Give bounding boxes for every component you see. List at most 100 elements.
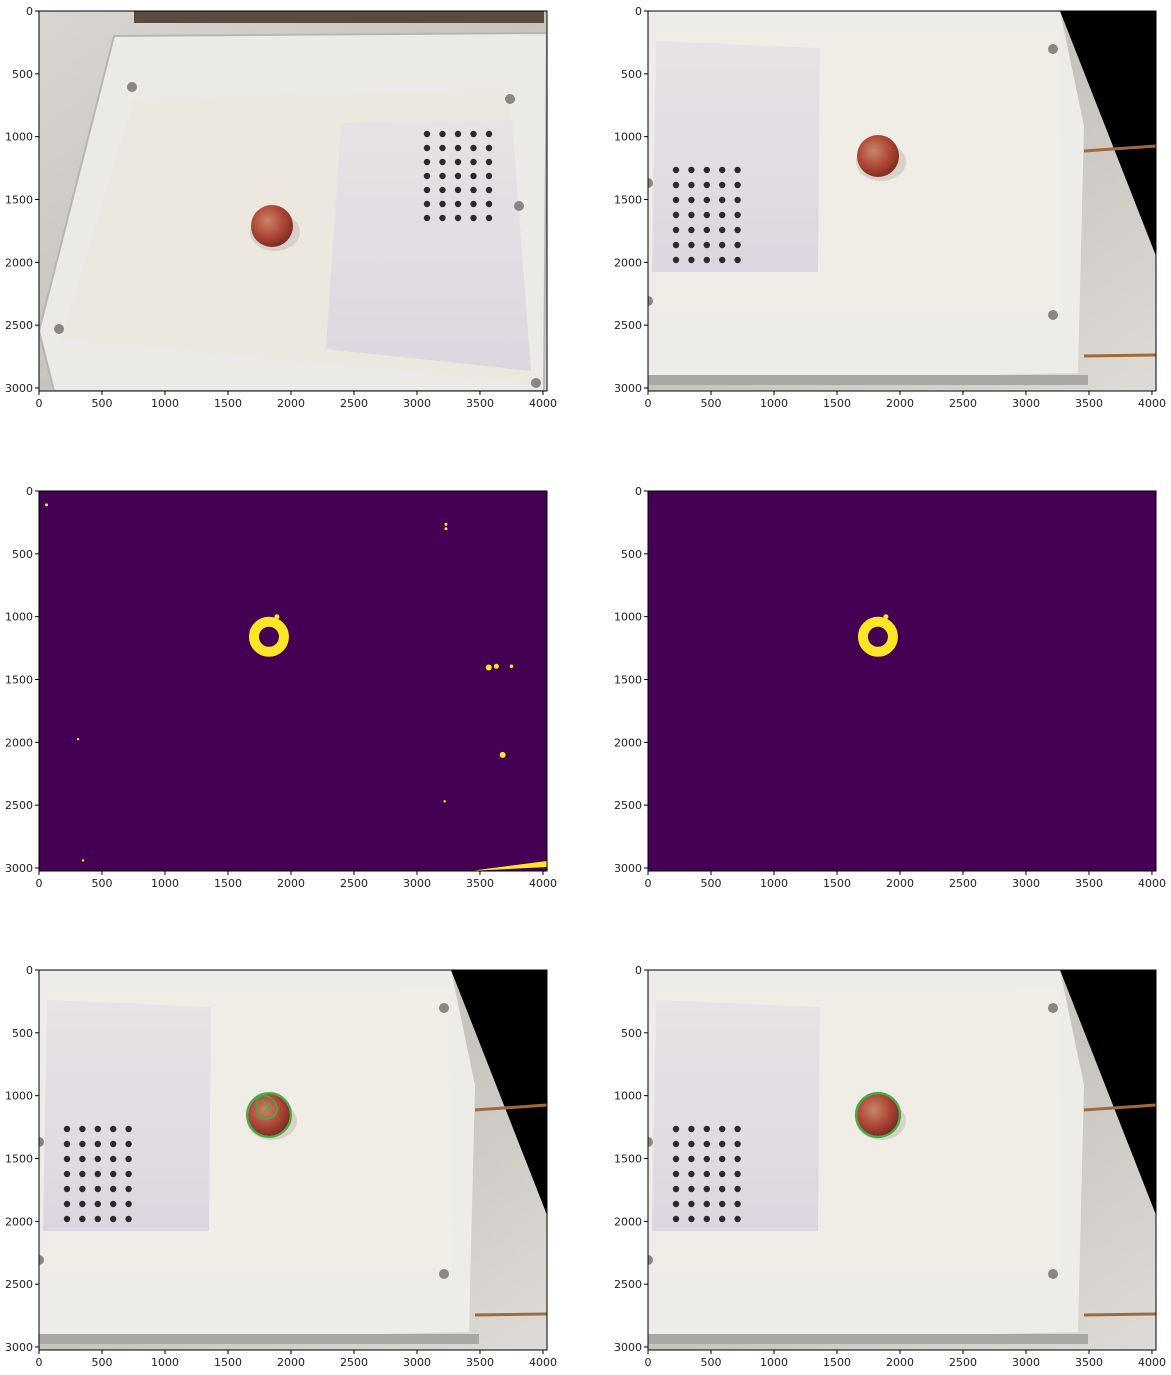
calibration-dot [454,172,462,180]
mask-speck [45,503,49,507]
backdrop [134,11,544,23]
y-tick-label: 3000 [614,1341,642,1354]
x-tick-label: 0 [645,1356,652,1369]
corner-screw [439,1003,449,1013]
calibration-dot [485,186,493,194]
calibration-dot [734,1215,741,1223]
calibration-dot [719,1185,726,1193]
calibration-dot [734,1200,741,1208]
calibration-dot [703,211,710,219]
calibration-dot [94,1200,101,1208]
calibration-dot [94,1125,101,1133]
calibration-dot [63,1170,71,1178]
calibration-dot [719,256,726,264]
y-tick-label: 1500 [614,673,642,686]
calibration-dot [672,181,680,189]
calibration-dot [454,214,462,222]
apple [248,1094,290,1136]
corner-screw [648,178,653,188]
x-tick-label: 2000 [886,397,914,410]
y-tick-label: 0 [26,964,33,977]
calibration-dot [470,186,477,194]
y-tick-label: 500 [12,548,33,561]
panel-original-photo: 0 500 1000 1500 2000 2500 3000 3500 4000 0 500 1000… [5,5,557,410]
marble-vein [1083,1312,1156,1317]
calibration-dot [485,172,493,180]
calibration-dot [734,181,741,189]
x-tick-label: 1500 [214,877,242,890]
y-tick-label: 0 [26,5,33,18]
calibration-dot [125,1155,132,1163]
panel-noisy-contours: 0 500 1000 1500 2000 2500 3000 3500 4000 0 500 1000… [5,964,557,1369]
x-tick-label: 3500 [1075,397,1103,410]
calibration-dot [734,1170,741,1178]
calibration-dot [734,196,741,204]
calibration-dot [125,1215,132,1223]
y-tick-label: 1000 [614,1090,642,1103]
y-tick-label: 2000 [5,256,33,269]
corner-screw [531,378,541,388]
y-tick-label: 2000 [614,736,642,749]
calibration-dot [110,1215,117,1223]
calibration-dot [672,196,680,204]
panel-final-contour: 0 500 1000 1500 2000 2500 3000 3500 4000 0 500 1000… [614,964,1166,1369]
calibration-dot [125,1125,132,1133]
calibration-dot [688,1170,695,1178]
y-tick-label: 1000 [614,131,642,144]
x-tick-label: 2500 [340,877,368,890]
calibration-dot [63,1155,71,1163]
axes-frame [38,969,548,1351]
y-tick-label: 3000 [5,862,33,875]
calibration-dot [672,1140,680,1148]
marble-vein [1083,144,1156,153]
calibration-dot [719,211,726,219]
calibration-dot [672,211,680,219]
x-tick-label: 0 [645,877,652,890]
corner-screw [1048,1003,1058,1013]
calibration-dot [688,256,695,264]
x-tick-label: 0 [36,397,43,410]
panel-raw-mask: 0 500 1000 1500 2000 2500 3000 3500 4000 0 500 1000… [5,485,557,890]
x-tick-label: 500 [91,877,112,890]
y-tick-label: 2500 [5,1278,33,1291]
x-tick-label: 1500 [823,877,851,890]
x-tick-label: 3000 [1012,397,1040,410]
calibration-dot [703,166,710,174]
calibration-dot [688,1140,695,1148]
calibration-dot [688,196,695,204]
mask-speck [81,859,85,862]
calibration-dot [719,196,726,204]
calibration-dot [719,241,726,249]
axes-frame [647,10,1157,392]
calibration-dot [439,130,446,138]
y-tick-label: 2000 [5,1215,33,1228]
x-tick-label: 3500 [466,877,494,890]
x-tick-label: 500 [91,1356,112,1369]
apple-contour [246,1092,292,1138]
corner-screw [54,324,64,334]
x-tick-label: 4000 [1138,1356,1166,1369]
apple [251,205,293,247]
calibration-dot [110,1170,117,1178]
calibration-dot [94,1185,101,1193]
y-tick-label: 3000 [5,382,33,395]
calibration-dot [688,1155,695,1163]
calibration-dot [125,1200,132,1208]
inner-contour [256,1095,278,1120]
calibration-dot [703,1185,710,1193]
calibration-dot [470,172,477,180]
y-tick-label: 3000 [5,1341,33,1354]
calibration-dot [734,1140,741,1148]
mask-background [648,491,1156,871]
y-tick-label: 0 [26,485,33,498]
calibration-dot [485,130,493,138]
calibration-dot [688,181,695,189]
calibration-dot [703,1140,710,1148]
calibration-dot [439,158,446,166]
mask-speck [509,664,514,669]
calibration-dot [439,172,446,180]
x-tick-label: 4000 [1138,877,1166,890]
calibration-dot [94,1170,101,1178]
x-tick-label: 1000 [760,877,788,890]
